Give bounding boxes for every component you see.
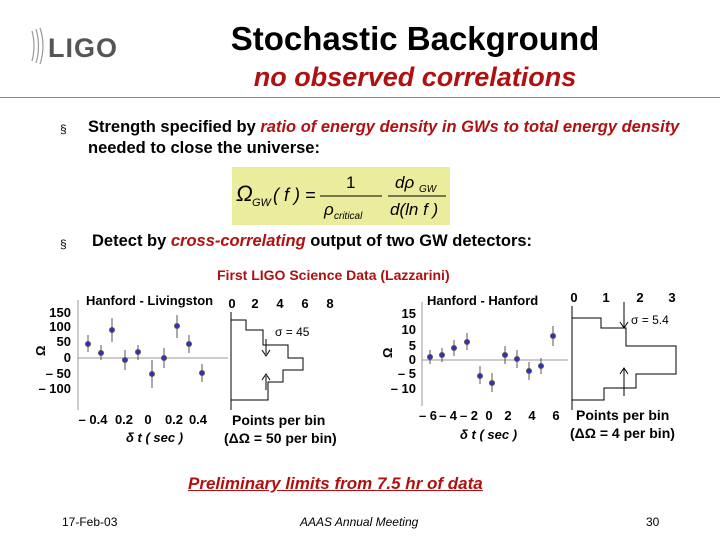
bullet-1-text: Strength specified by ratio of energy de…	[88, 117, 688, 159]
plot-2-xtick: – 2	[460, 408, 478, 423]
plot-1-sigma-label: σ = 45	[275, 325, 310, 339]
preliminary-limits-note: Preliminary limits from 7.5 hr of data	[188, 474, 483, 493]
plot-1-y-axis-symbol: Ω	[33, 346, 48, 356]
formula-numerator-2-sub: GW	[419, 184, 438, 195]
plot-2-ytick: 0	[409, 352, 416, 367]
formula-numerator-1: 1	[346, 173, 355, 192]
plot-1-xtick: – 0.4	[79, 412, 109, 427]
plot-2-ytick: 10	[402, 322, 416, 337]
plot-1-label: Hanford - Livingston	[86, 293, 214, 308]
plot-2-points-tick: 3	[668, 290, 675, 305]
plot-1-points-tick: 6	[301, 296, 308, 311]
plot-2-ytick: 5	[409, 338, 416, 353]
plot-1-xtick: 0.2	[165, 412, 183, 427]
plot-2-figure: 15 10 5 0 – 5 – 10 Ω – 6 – 4 – 2 0 2 4 6…	[380, 290, 677, 442]
bullet-2-text: Detect by cross-correlating output of tw…	[92, 231, 692, 252]
plot-1-ytick: 100	[49, 319, 71, 334]
bullet-marker: §	[60, 122, 67, 136]
energy-density-formula: Ω GW ( f ) = 1 ρ critical dρ GW d(ln f )	[232, 167, 450, 225]
plot-2-points-label: Points per bin	[576, 407, 669, 423]
plot-2-xtick: 2	[504, 408, 511, 423]
plot-1-points-label: Points per bin	[232, 412, 325, 428]
formula-denominator-2: d(ln f )	[390, 200, 438, 219]
plot-1-bin-label: (ΔΩ = 50 per bin)	[224, 430, 337, 446]
plot-2-label: Hanford - Hanford	[427, 293, 539, 308]
formula-rho-sub: critical	[334, 211, 363, 222]
plot-1-xtick: 0	[144, 412, 151, 427]
plot-2-points-tick: 0	[570, 290, 577, 305]
plot-2-xtick: 4	[528, 408, 536, 423]
ligo-logo: LIGO	[31, 27, 118, 65]
formula-omega-sub: GW	[252, 197, 273, 209]
plot-1-points-tick: 0	[228, 296, 235, 311]
formula-lhs-arg: ( f ) =	[273, 185, 316, 205]
logo-text: LIGO	[48, 33, 118, 63]
footer-event: AAAS Annual Meeting	[300, 515, 419, 529]
bullet-1-part: needed to close the universe:	[88, 139, 320, 157]
title-divider	[0, 97, 720, 98]
plot-1-ytick: 0	[64, 350, 71, 365]
bullet-1-emphasis: ratio of energy density in GWs to total …	[260, 118, 680, 136]
slide-title: Stochastic Background	[230, 20, 600, 57]
plot-1-points-tick: 4	[276, 296, 284, 311]
footer-date: 17-Feb-03	[62, 515, 118, 529]
plot-2-ytick: – 5	[398, 366, 416, 381]
bullet-2-part: Detect by	[92, 232, 171, 250]
plot-2-xtick: 0	[485, 408, 492, 423]
plot-1-ytick: – 100	[38, 381, 71, 396]
plot-1-xtick: 0.2	[115, 412, 133, 427]
bullet-1-part: Strength specified by	[88, 118, 261, 136]
science-data-title: First LIGO Science Data (Lazzarini)	[217, 267, 450, 283]
plot-2-ytick: – 10	[391, 381, 416, 396]
plot-1-xtick: 0.4	[189, 412, 208, 427]
bullet-marker: §	[60, 237, 67, 251]
plot-2-points-tick: 1	[602, 290, 609, 305]
plot-1-points-tick: 2	[251, 296, 258, 311]
plot-2-points-tick: 2	[636, 290, 643, 305]
plot-1-x-axis-label: δ t ( sec )	[126, 430, 183, 445]
plot-2-xtick: 6	[552, 408, 559, 423]
plot-2-xtick: – 6	[419, 408, 437, 423]
plot-2-ytick: 15	[402, 306, 416, 321]
bullet-2-emphasis: cross-correlating	[170, 232, 306, 250]
plot-1-figure: 150 100 50 0 – 50 – 100 Ω – 0.4 0.2 0 0.…	[33, 296, 337, 446]
formula-omega: Ω	[236, 181, 253, 206]
footer-page-number: 30	[646, 515, 660, 529]
plot-2-x-axis-label: δ t ( sec )	[460, 427, 517, 442]
formula-numerator-2: dρ	[395, 173, 414, 192]
plot-1-ytick: – 50	[46, 366, 71, 381]
plot-2-bin-label: (ΔΩ = 4 per bin)	[570, 425, 675, 441]
bullet-2-part: output of two GW detectors:	[305, 232, 533, 250]
formula-graphic: Ω GW ( f ) = 1 ρ critical dρ GW d(ln f )	[236, 173, 446, 222]
plot-1-points-tick: 8	[326, 296, 333, 311]
slide-subtitle: no observed correlations	[253, 62, 577, 92]
plot-1-ytick: 150	[49, 305, 71, 320]
formula-rho: ρ	[323, 200, 334, 219]
plot-2-sigma-label: σ = 5.4	[631, 313, 669, 327]
plot-1-ytick: 50	[57, 334, 71, 349]
plot-2-y-axis-symbol: Ω	[380, 348, 395, 358]
plot-2-xtick: – 4	[439, 408, 458, 423]
